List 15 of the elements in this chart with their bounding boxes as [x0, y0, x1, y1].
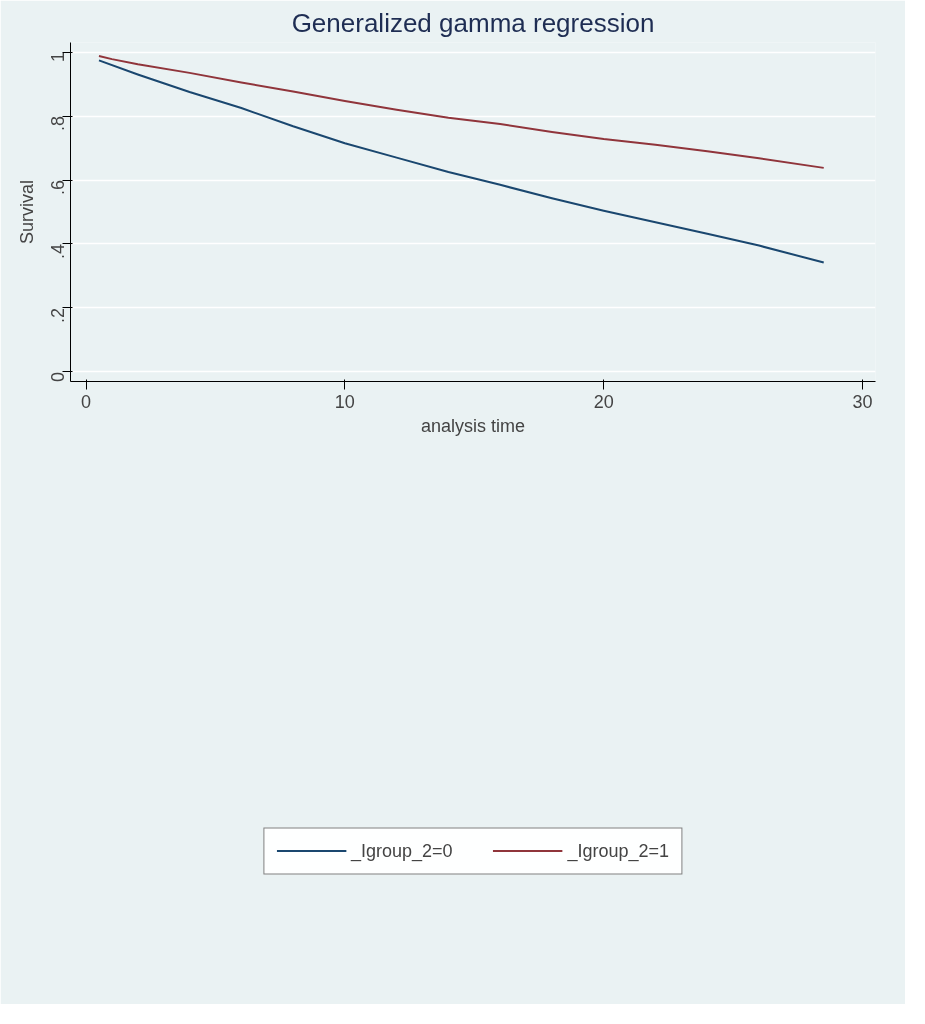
y-tick-label: 1 [48, 52, 68, 63]
x-tick-label: 20 [593, 391, 614, 412]
x-axis-title: analysis time [420, 415, 526, 436]
y-tick-label: 0 [48, 371, 68, 382]
x-tick-label: 30 [852, 391, 873, 412]
legend-label: _Igroup_2=1 [567, 840, 670, 862]
y-tick-label: .8 [48, 116, 68, 132]
legend-label: _Igroup_2=0 [350, 840, 453, 862]
y-tick-label: .4 [48, 243, 68, 259]
x-tick-label: 10 [334, 391, 355, 412]
x-tick-label: 0 [81, 391, 92, 412]
y-tick-label: .2 [48, 307, 68, 323]
chart-title: Generalized gamma regression [291, 7, 655, 38]
y-axis-title: Survival [16, 179, 37, 245]
y-tick-label: .6 [48, 180, 68, 196]
